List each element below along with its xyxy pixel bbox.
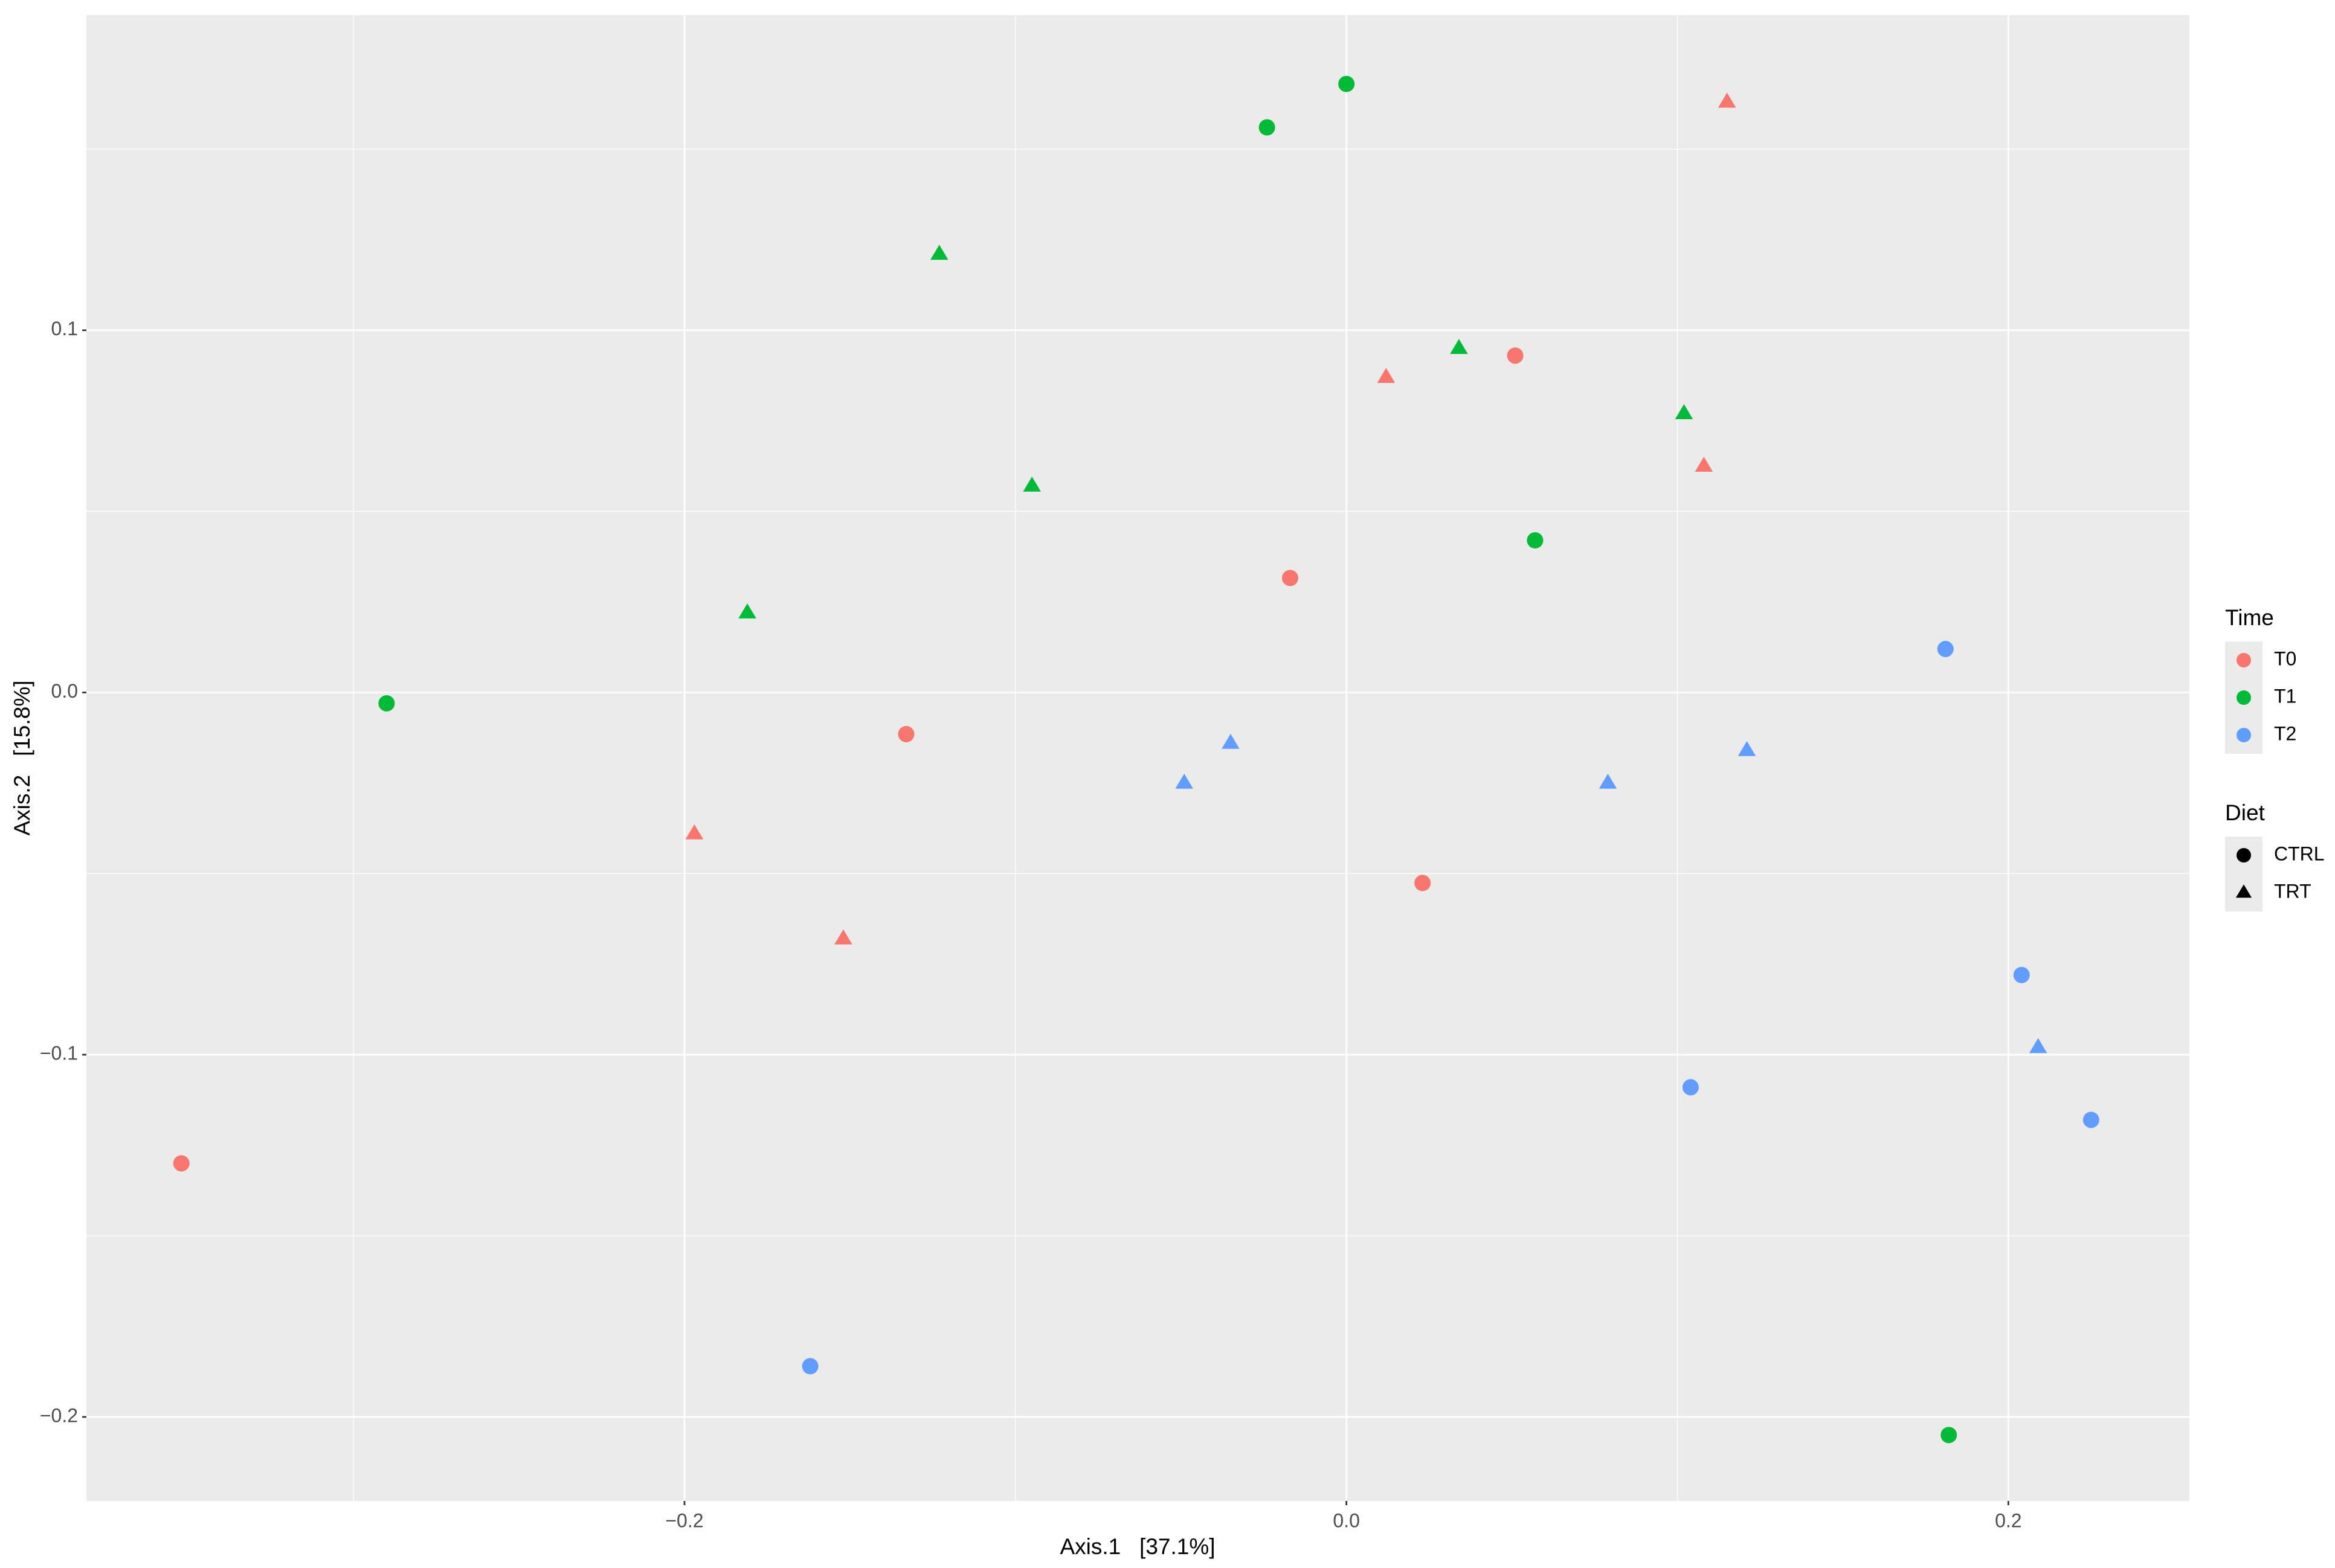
- legend-key-background: [2225, 837, 2263, 911]
- legend-label: T2: [2274, 722, 2296, 744]
- y-tick-label: 0.1: [51, 318, 78, 339]
- y-tick-label: 0.0: [51, 680, 78, 702]
- point: [1258, 119, 1275, 136]
- point: [738, 603, 756, 619]
- point: [2029, 1038, 2047, 1053]
- point: [1599, 773, 1617, 789]
- legend-key: [2237, 690, 2251, 705]
- point: [1940, 1427, 1957, 1444]
- legend-key: [2235, 884, 2252, 898]
- legend-title: Diet: [2225, 800, 2266, 825]
- panel: [86, 15, 2189, 1501]
- point: [173, 1155, 190, 1172]
- point: [1675, 404, 1693, 419]
- point: [1175, 773, 1193, 789]
- x-tick-label: −0.2: [665, 1509, 703, 1531]
- legend-title: Time: [2225, 605, 2274, 630]
- point: [1695, 457, 1713, 472]
- point: [378, 695, 395, 712]
- point: [2082, 1111, 2099, 1128]
- point: [1682, 1079, 1699, 1096]
- point: [2013, 966, 2030, 983]
- point: [1222, 733, 1240, 749]
- point: [834, 929, 852, 945]
- point: [1338, 76, 1355, 92]
- point: [1738, 741, 1756, 756]
- legend-label: T0: [2274, 647, 2296, 669]
- point: [1023, 477, 1041, 492]
- point: [685, 824, 704, 840]
- x-axis-title: Axis.1 [37.1%]: [1060, 1534, 1215, 1559]
- point: [1414, 875, 1431, 892]
- point: [802, 1358, 819, 1375]
- legend-key: [2237, 848, 2251, 863]
- point: [1937, 640, 1954, 657]
- point: [1377, 368, 1396, 384]
- point: [930, 245, 948, 260]
- point: [1507, 347, 1524, 364]
- legend-label: T1: [2274, 685, 2296, 707]
- y-tick-label: −0.2: [40, 1404, 78, 1426]
- legend-key: [2237, 653, 2251, 667]
- y-axis-title: Axis.2 [15.8%]: [10, 680, 34, 835]
- point: [1282, 570, 1299, 586]
- y-tick-label: −0.1: [40, 1043, 78, 1064]
- legend-key: [2237, 728, 2251, 742]
- point: [898, 725, 915, 742]
- point: [1450, 339, 1468, 355]
- x-tick-label: 0.2: [1995, 1509, 2021, 1531]
- legend-label: CTRL: [2274, 843, 2325, 864]
- point: [1718, 92, 1736, 108]
- x-tick-label: 0.0: [1333, 1509, 1359, 1531]
- legend-label: TRT: [2274, 880, 2311, 902]
- point: [1527, 532, 1544, 549]
